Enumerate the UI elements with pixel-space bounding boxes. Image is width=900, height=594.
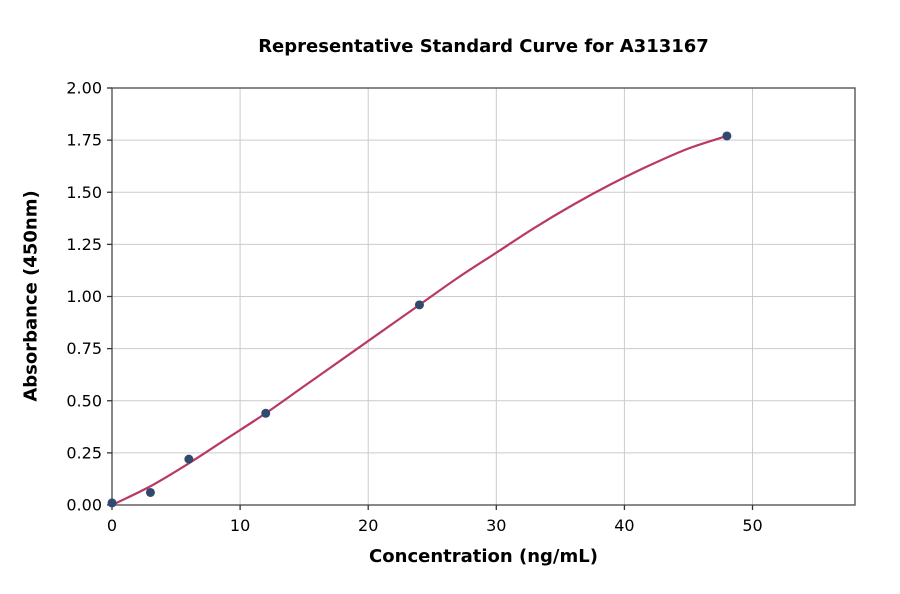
y-tick-label: 0.25 — [66, 443, 102, 462]
x-tick-label: 10 — [230, 516, 250, 535]
chart-title: Representative Standard Curve for A31316… — [258, 36, 709, 57]
data-point — [414, 300, 424, 310]
x-axis-label: Concentration (ng/mL) — [369, 546, 598, 567]
data-point — [107, 498, 117, 508]
y-tick-label: 1.25 — [66, 235, 102, 254]
y-tick-label: 1.50 — [66, 183, 102, 202]
data-point — [184, 454, 194, 464]
x-tick-label: 40 — [614, 516, 634, 535]
x-tick-label: 30 — [486, 516, 506, 535]
y-tick-label: 0.75 — [66, 339, 102, 358]
x-tick-label: 0 — [107, 516, 117, 535]
y-tick-label: 0.50 — [66, 391, 102, 410]
y-tick-label: 2.00 — [66, 79, 102, 98]
x-tick-label: 20 — [358, 516, 378, 535]
data-point — [145, 487, 155, 497]
data-point — [261, 408, 271, 418]
y-tick-label: 1.75 — [66, 131, 102, 150]
fit-curve-line — [110, 134, 728, 507]
y-tick-label: 0.00 — [66, 496, 102, 515]
y-tick-label: 1.00 — [66, 287, 102, 306]
data-point — [722, 131, 732, 141]
x-tick-label: 50 — [742, 516, 762, 535]
